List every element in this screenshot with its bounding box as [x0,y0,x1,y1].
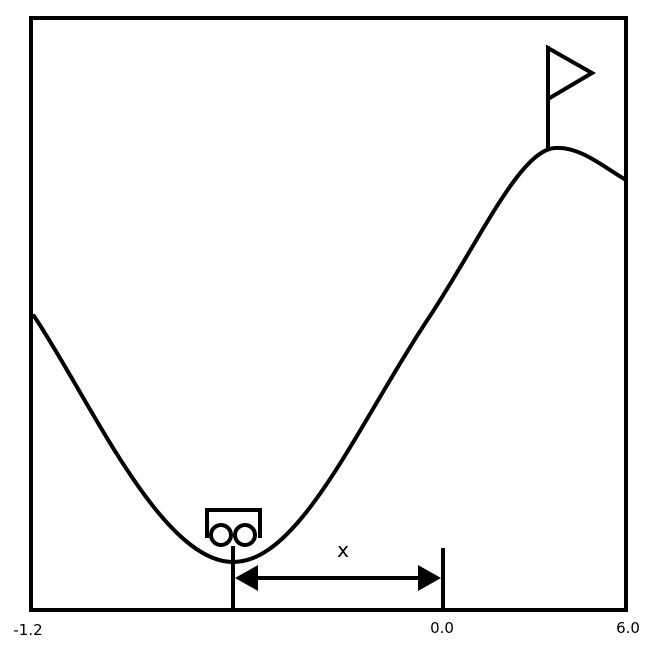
car [205,508,262,547]
axis-min-label: -1.2 [13,621,42,639]
car-wheel-left [209,523,233,547]
distance-arrow [235,565,441,591]
car-body [205,508,262,538]
axis-zero-label: 0.0 [430,619,454,637]
terrain-curve [32,145,628,565]
plot-frame [29,16,628,612]
axis-max-label: 6.0 [616,619,640,637]
variable-x-label: x [337,538,349,562]
flag-icon [546,44,596,103]
goal-flag [546,44,596,148]
distance-arrow-head-right [418,565,441,591]
car-wheel-right [233,523,257,547]
distance-arrow-head-left [235,565,258,591]
